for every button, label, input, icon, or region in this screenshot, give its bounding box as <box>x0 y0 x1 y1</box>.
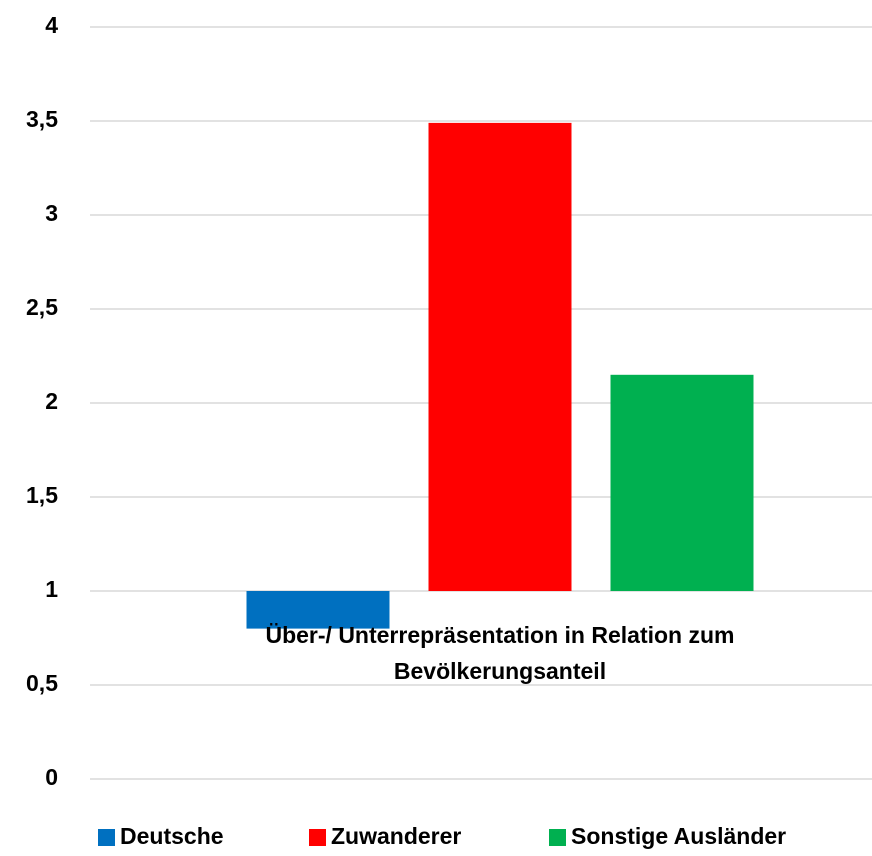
legend-marker <box>98 829 115 846</box>
bar <box>428 122 572 591</box>
legend-marker <box>549 829 566 846</box>
y-tick-label: 3,5 <box>26 106 58 132</box>
bar <box>610 374 754 591</box>
y-tick-label: 2,5 <box>26 294 58 320</box>
legend-label: Sonstige Ausländer <box>571 823 786 849</box>
legend-label: Zuwanderer <box>331 823 461 849</box>
y-tick-label: 1 <box>45 576 58 602</box>
y-tick-label: 4 <box>45 12 58 38</box>
y-tick-label: 0,5 <box>26 670 58 696</box>
y-tick-label: 0 <box>45 764 58 790</box>
y-tick-label: 2 <box>45 388 58 414</box>
y-tick-label: 1,5 <box>26 482 58 508</box>
category-label: Über-/ Unterrepräsentation in Relation z… <box>265 622 735 684</box>
bar <box>246 591 390 629</box>
legend-marker <box>309 829 326 846</box>
y-tick-label: 3 <box>45 200 58 226</box>
legend-label: Deutsche <box>120 823 224 849</box>
